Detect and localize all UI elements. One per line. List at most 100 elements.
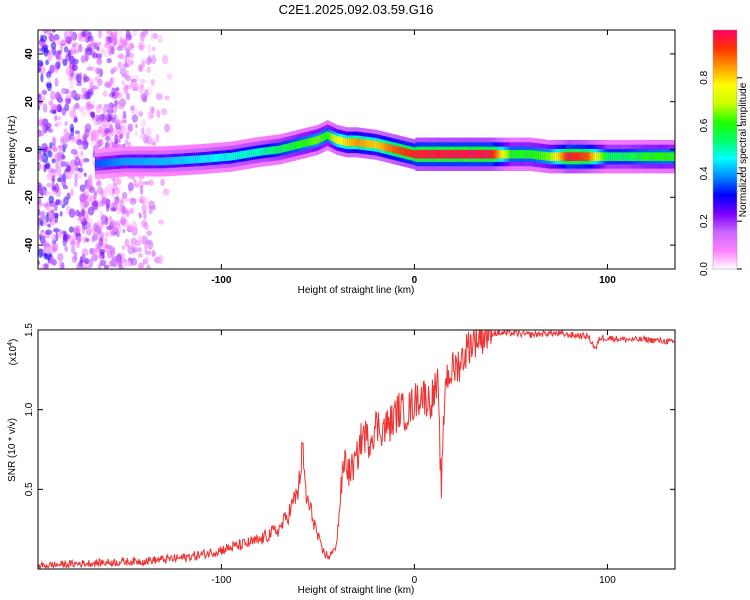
- noise-cell: [81, 87, 88, 94]
- noise-cell: [40, 131, 45, 137]
- noise-cell: [45, 229, 53, 235]
- ridge-cell: [282, 144, 285, 153]
- noise-cell: [42, 103, 48, 113]
- colorbar-ticks: 0.0 0.2 0.4 0.6 0.8: [699, 70, 742, 276]
- noise-cell: [40, 210, 46, 221]
- ridge-cell: [602, 152, 605, 161]
- noise-cell: [38, 197, 42, 204]
- noise-cell: [49, 90, 56, 101]
- noise-cell: [96, 57, 103, 66]
- ridge-cell: [548, 152, 551, 161]
- noise-cell: [100, 48, 105, 55]
- noise-cell: [63, 131, 68, 142]
- noise-cell: [55, 232, 59, 242]
- noise-cell: [61, 107, 67, 116]
- noise-cell: [148, 179, 154, 187]
- noise-cell: [121, 119, 127, 124]
- ridge-cell: [509, 149, 513, 159]
- noise-cell: [38, 66, 42, 73]
- noise-cell: [92, 85, 100, 90]
- ridge-cell: [116, 158, 119, 166]
- ridge-cell: [370, 140, 374, 149]
- noise-cell: [99, 231, 105, 238]
- noise-cell: [38, 209, 41, 216]
- ridge-cell: [280, 145, 283, 153]
- noise-cell: [89, 78, 94, 83]
- ridge-cell: [465, 149, 468, 159]
- colorbar-tick-label: 0.6: [699, 118, 710, 132]
- noise-cell: [62, 58, 68, 67]
- ridge-cell: [397, 146, 401, 155]
- ridge-cell: [670, 152, 673, 161]
- ridge-cell: [355, 138, 358, 147]
- noise-cell: [162, 54, 169, 65]
- noise-cell: [141, 195, 146, 206]
- noise-cell: [98, 30, 103, 39]
- noise-cell: [57, 177, 62, 183]
- noise-cell: [166, 73, 173, 80]
- noise-cell: [53, 34, 60, 41]
- noise-cell: [78, 72, 83, 77]
- noise-cell: [105, 231, 110, 238]
- ridge-cell: [365, 139, 368, 148]
- ridge-cell: [623, 152, 627, 161]
- noise-cell: [134, 123, 139, 129]
- ridge-cell: [448, 149, 451, 159]
- noise-cell: [114, 133, 118, 144]
- ridge-cell: [592, 152, 596, 161]
- noise-cell: [105, 135, 111, 142]
- noise-cell: [59, 211, 63, 217]
- ridge-cell: [610, 152, 613, 161]
- ridge-cell: [552, 152, 555, 161]
- ridge-cell: [372, 140, 376, 149]
- ridge-cell: [479, 149, 482, 159]
- ridge-cell: [150, 157, 154, 166]
- ridge-cell: [596, 152, 599, 161]
- noise-cell: [103, 187, 109, 197]
- noise-cell: [38, 41, 46, 47]
- ridge-cell: [98, 159, 101, 168]
- ridge-cell: [527, 149, 530, 159]
- noise-cell: [160, 178, 166, 187]
- ridge-cell: [668, 152, 671, 161]
- ridge-cell: [203, 155, 206, 163]
- noise-cell: [58, 228, 62, 239]
- noise-cell: [150, 32, 155, 41]
- noise-cell: [40, 73, 44, 83]
- ridge-cell: [654, 152, 657, 161]
- noise-cell: [151, 46, 156, 52]
- ridge-cell: [262, 147, 266, 156]
- noise-cell: [140, 185, 144, 196]
- ridge-cell: [608, 152, 611, 161]
- ridge-cell: [538, 151, 542, 160]
- x-tick-label: 100: [599, 275, 616, 286]
- noise-cell: [81, 248, 89, 257]
- noise-cell: [72, 42, 79, 48]
- noise-cell: [90, 41, 97, 47]
- noise-cell: [108, 102, 114, 110]
- ridge-cell: [475, 149, 478, 159]
- ridge-cell: [197, 155, 200, 164]
- noise-cell: [71, 63, 78, 72]
- noise-cell: [62, 185, 69, 190]
- ridge-cell: [401, 147, 405, 156]
- ridge-cell: [361, 139, 364, 147]
- noise-cell: [141, 219, 147, 228]
- noise-cell: [151, 141, 157, 146]
- ridge-cell: [662, 152, 665, 161]
- noise-cell: [132, 246, 136, 254]
- ridge-cell: [104, 159, 107, 167]
- ridge-cell: [664, 152, 667, 161]
- ridge-cell: [260, 147, 264, 156]
- noise-cell: [76, 139, 83, 146]
- ridge-cell: [347, 138, 350, 147]
- ridge-cell: [359, 138, 362, 147]
- ridge-cell: [258, 148, 262, 156]
- noise-cell: [84, 265, 92, 269]
- ridge-cell: [353, 138, 356, 147]
- noise-cell: [38, 202, 41, 211]
- ridge-cell: [650, 152, 654, 161]
- noise-cell: [75, 240, 81, 249]
- noise-cell: [147, 240, 154, 250]
- noise-cell: [139, 134, 144, 140]
